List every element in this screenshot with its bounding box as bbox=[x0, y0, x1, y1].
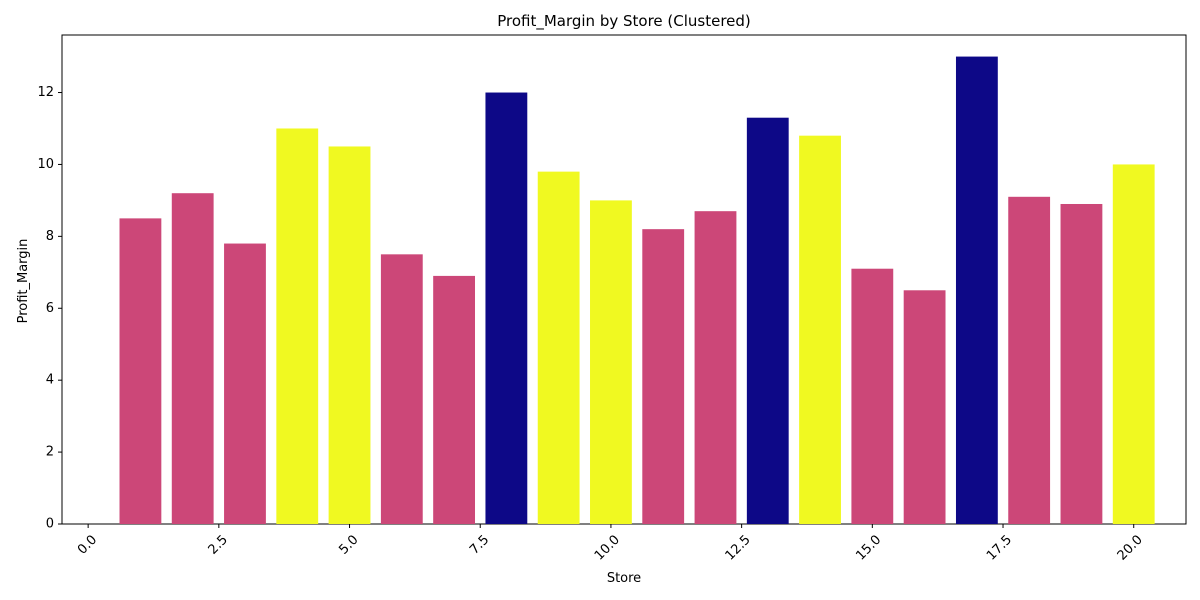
bar-store-8 bbox=[485, 92, 528, 524]
x-tick-label: 2.5 bbox=[206, 532, 231, 557]
x-axis-label: Store bbox=[607, 571, 641, 586]
bar-store-18 bbox=[1008, 196, 1051, 525]
bar-store-14 bbox=[799, 135, 841, 525]
bar-store-5 bbox=[328, 146, 371, 524]
bars-group bbox=[119, 56, 1155, 525]
y-tick-label: 0 bbox=[46, 517, 54, 532]
x-tick-label: 7.5 bbox=[467, 532, 492, 557]
y-tick-label: 10 bbox=[37, 157, 54, 172]
bar-store-7 bbox=[433, 275, 476, 524]
y-tick-label: 6 bbox=[46, 301, 54, 316]
bar-store-1 bbox=[119, 218, 162, 524]
bar-store-15 bbox=[851, 268, 894, 524]
bar-store-6 bbox=[380, 254, 423, 525]
x-tick-label: 10.0 bbox=[592, 532, 623, 563]
y-axis-label: Profit_Margin bbox=[16, 239, 31, 324]
bar-store-17 bbox=[955, 56, 998, 525]
bar-store-10 bbox=[590, 200, 632, 524]
bar-store-19 bbox=[1060, 203, 1103, 524]
x-tick-label: 0.0 bbox=[75, 532, 100, 557]
x-tick-label: 15.0 bbox=[853, 532, 884, 563]
bar-store-3 bbox=[224, 243, 266, 524]
x-tick-label: 20.0 bbox=[1115, 532, 1146, 563]
x-tick-label: 12.5 bbox=[723, 532, 754, 563]
chart-title: Profit_Margin by Store (Clustered) bbox=[497, 12, 751, 31]
x-tick-label: 5.0 bbox=[336, 532, 361, 557]
x-tick-label: 17.5 bbox=[984, 532, 1015, 563]
bar-store-11 bbox=[642, 229, 685, 525]
y-tick-label: 12 bbox=[37, 85, 54, 100]
bar-store-16 bbox=[903, 290, 946, 524]
bar-store-20 bbox=[1112, 164, 1155, 525]
y-tick-label: 4 bbox=[46, 373, 54, 388]
bar-store-13 bbox=[746, 117, 789, 524]
bar-store-12 bbox=[694, 211, 737, 524]
bar-store-4 bbox=[276, 128, 319, 524]
bar-store-2 bbox=[171, 193, 214, 525]
y-tick-label: 8 bbox=[46, 229, 54, 244]
y-axis: 0 2 4 6 8 10 12 bbox=[37, 85, 62, 532]
bar-store-9 bbox=[537, 171, 580, 524]
x-axis: 0.0 2.5 5.0 7.5 10.0 12.5 15.0 17.5 20.0 bbox=[75, 524, 1146, 564]
y-tick-label: 2 bbox=[46, 445, 54, 460]
